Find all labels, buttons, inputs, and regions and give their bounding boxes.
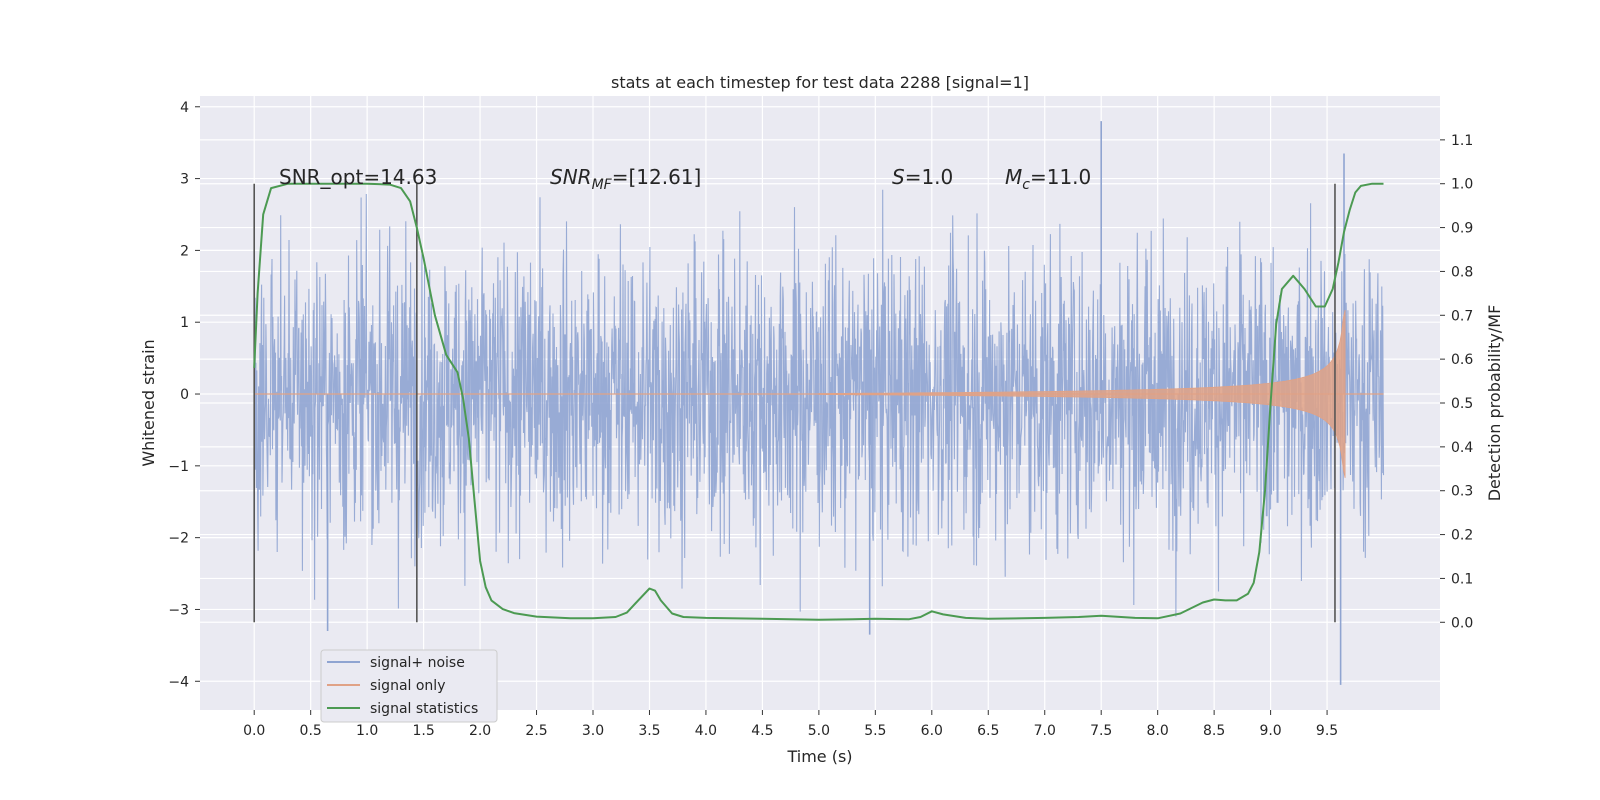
x-tick-label: 3.0 [582,723,604,739]
y-right-tick-label: 0.3 [1451,484,1473,500]
y-right-tick-label: 0.2 [1451,528,1473,544]
y-left-tick-label: −4 [168,674,189,690]
axis-ticks: 0.0 0.5 1.0 1.5 2.0 2.5 3.0 3.5 4.0 4.5 5.0 5.5 6.0 6… [168,100,1473,739]
legend: signal+ noise signal only signal statist… [320,649,498,723]
y-left-tick-label: −3 [168,602,189,618]
y-left-tick-label: 3 [180,172,189,188]
y-left-tick-label: 4 [180,100,189,116]
legend-label-statistics: signal statistics [370,701,478,717]
chart-title: stats at each timestep for test data 228… [611,73,1029,92]
x-tick-label: 1.5 [412,723,434,739]
y-left-tick-label: −1 [168,459,189,475]
x-tick-label: 7.0 [1034,723,1056,739]
y-axis-label-right: Detection probability/MF [1485,305,1504,502]
noise-trace [253,189,1385,617]
legend-label-signal: signal only [370,678,445,694]
x-tick-label: 5.0 [808,723,830,739]
x-tick-label: 2.5 [525,723,547,739]
x-tick-label: 6.5 [977,723,999,739]
s-annotation: S=1.0 [892,165,953,189]
x-tick-label: 2.0 [469,723,491,739]
x-tick-label: 3.5 [638,723,660,739]
snr-opt-annotation: SNR_opt=14.63 [279,165,437,189]
y-left-tick-label: 1 [180,315,189,331]
legend-label-noise: signal+ noise [370,655,465,671]
legend-box [320,649,498,723]
x-tick-label: 8.5 [1203,723,1225,739]
y-left-tick-label: −2 [168,531,189,547]
x-tick-label: 9.5 [1316,723,1338,739]
mc-annotation: Mc=11.0 [1005,165,1091,193]
y-right-tick-label: 0.0 [1451,615,1473,631]
x-tick-label: 9.0 [1259,723,1281,739]
snr-mf-annotation: SNRMF=[12.61] [550,165,701,193]
y-right-tick-label: 0.1 [1451,571,1473,587]
statistics-line [253,182,1384,621]
x-tick-label: 4.0 [695,723,717,739]
y-right-tick-label: 1.1 [1451,133,1473,149]
y-left-tick-label: 0 [180,387,189,403]
noise-series [253,121,1385,685]
x-tick-label: 0.5 [300,723,322,739]
signal-statistics-series [253,182,1384,621]
y-right-tick-label: 0.8 [1451,264,1473,280]
x-tick-label: 5.5 [864,723,886,739]
x-tick-label: 4.5 [751,723,773,739]
x-tick-label: 6.0 [921,723,943,739]
y-axis-label-left: Whitened strain [139,339,158,466]
y-right-tick-label: 1.0 [1451,177,1473,193]
y-right-tick-label: 0.9 [1451,221,1473,237]
y-right-tick-label: 0.7 [1451,308,1473,324]
y-right-tick-label: 0.5 [1451,396,1473,412]
vertical-markers [253,183,1336,623]
x-tick-label: 0.0 [243,723,265,739]
signal-envelope [818,310,1346,478]
x-tick-label: 7.5 [1090,723,1112,739]
x-tick-label: 8.0 [1147,723,1169,739]
signal-only-series [254,310,1384,478]
y-right-tick-label: 0.4 [1451,440,1473,456]
y-left-tick-label: 2 [180,243,189,259]
y-right-tick-label: 0.6 [1451,352,1473,368]
x-axis-label: Time (s) [786,747,852,766]
x-tick-label: 1.0 [356,723,378,739]
